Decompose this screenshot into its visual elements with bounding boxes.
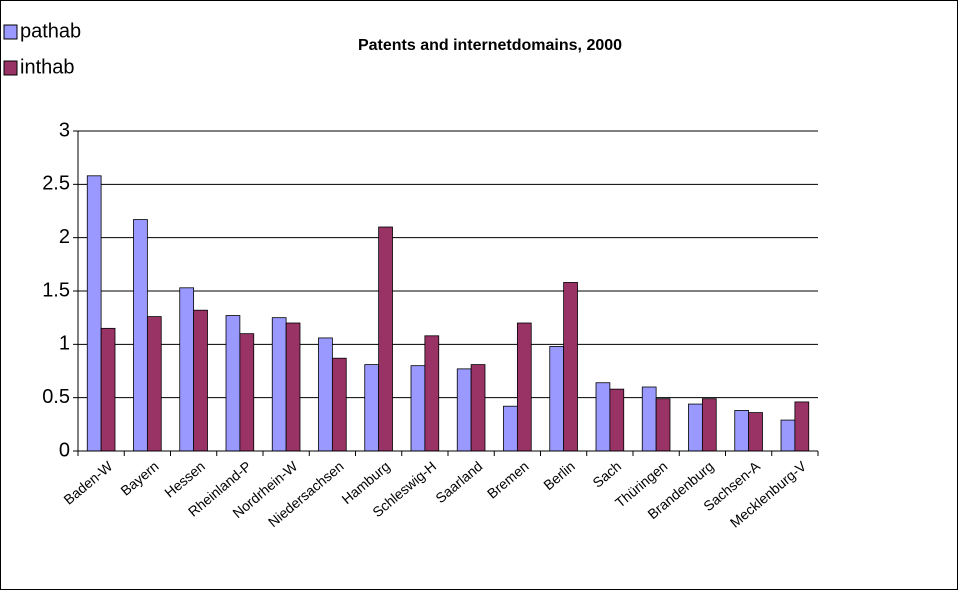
- y-tick-label: 0: [59, 439, 70, 461]
- bar: [179, 287, 195, 452]
- bar: [100, 327, 116, 452]
- y-tick-label: 2: [59, 226, 70, 248]
- bar: [734, 410, 750, 452]
- bar: [364, 364, 380, 452]
- y-tick-label: 1.5: [42, 279, 70, 301]
- bar: [549, 346, 565, 452]
- bar: [318, 337, 333, 452]
- bar: [410, 365, 426, 452]
- legend-swatch: [3, 60, 18, 76]
- legend-label: pathab: [20, 20, 81, 42]
- y-tick-label: 0.5: [42, 386, 70, 408]
- bar: [239, 333, 255, 452]
- bar: [285, 322, 301, 452]
- bar: [780, 419, 796, 452]
- bar: [378, 226, 393, 452]
- bar: [193, 309, 208, 452]
- bar: [331, 357, 347, 452]
- bar: [225, 315, 241, 452]
- bar: [271, 317, 287, 452]
- bar: [516, 322, 532, 452]
- legend-swatch: [3, 24, 18, 40]
- bar: [146, 316, 162, 452]
- bar: [794, 401, 810, 452]
- bar: [86, 175, 102, 452]
- chart-title: Patents and internetdomains, 2000: [358, 37, 622, 54]
- bar: [424, 335, 440, 452]
- y-tick-label: 2.5: [42, 173, 70, 195]
- bar: [563, 282, 578, 452]
- y-tick-label: 3: [59, 119, 70, 141]
- bar: [456, 368, 472, 452]
- bar: [701, 398, 717, 452]
- bar: [748, 412, 763, 452]
- bar: [688, 403, 703, 452]
- bar: [595, 382, 611, 452]
- bar: [503, 405, 518, 452]
- bar: [609, 388, 625, 452]
- y-tick-label: 1: [59, 333, 70, 355]
- bar: [655, 398, 671, 452]
- bar: [641, 386, 657, 452]
- bar: [133, 219, 148, 452]
- bar: [470, 364, 486, 452]
- legend-label: inthab: [20, 56, 75, 78]
